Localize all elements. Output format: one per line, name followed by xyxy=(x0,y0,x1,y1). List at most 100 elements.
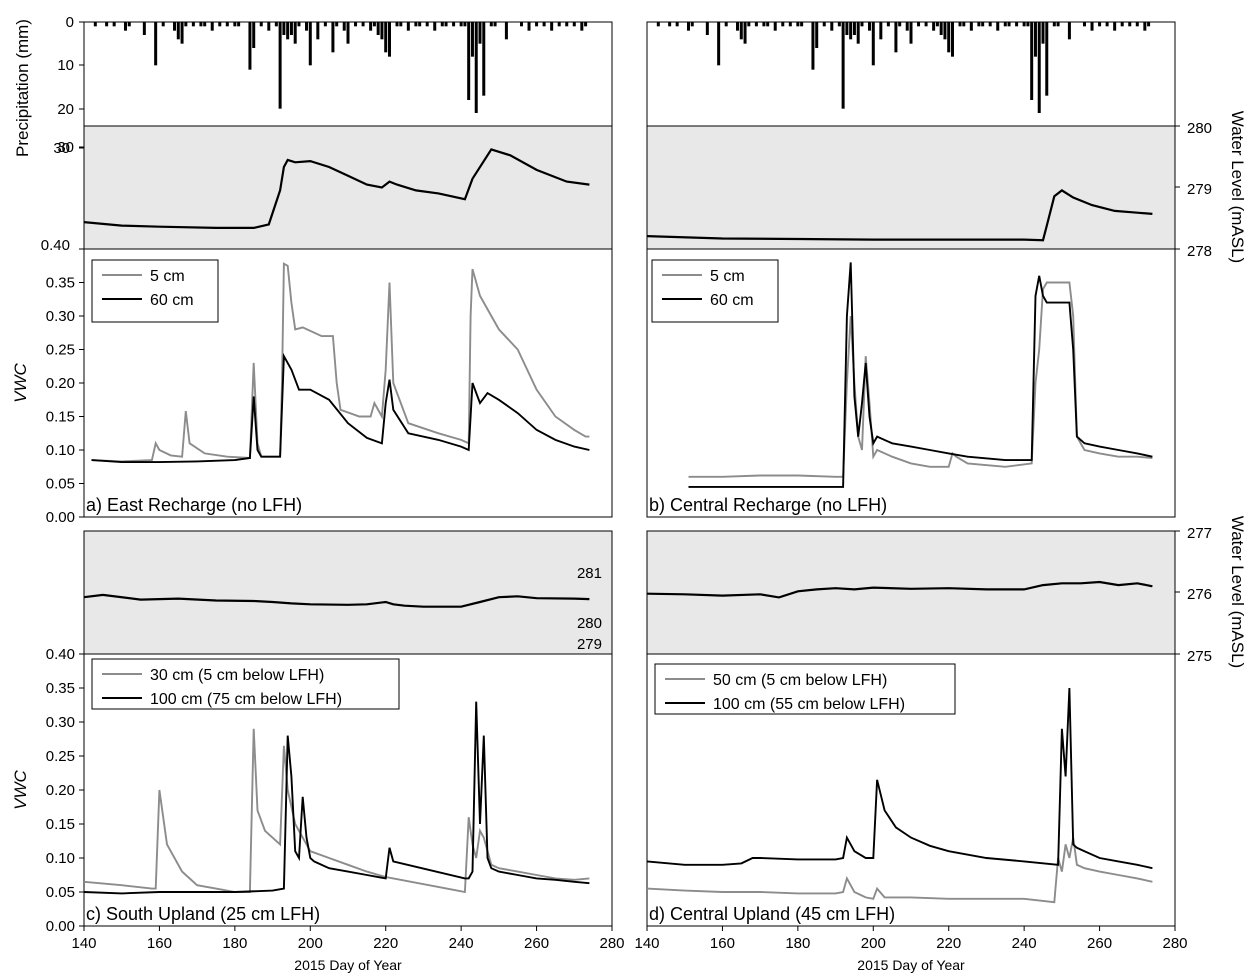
precip-bar-b-52 xyxy=(988,22,992,27)
vwc-ytick-label-a-2: 0.10 xyxy=(46,442,75,459)
precip-bar-b-54 xyxy=(1003,22,1007,27)
precip-bar-b-10 xyxy=(743,22,747,44)
precip-bar-a-75 xyxy=(580,22,584,31)
precip-bar-b-42 xyxy=(935,22,939,27)
vwc-ytick-label-a-4: 0.20 xyxy=(46,375,75,392)
legend-label-c-1: 100 cm (75 cm below LFH) xyxy=(150,691,342,708)
xtick-label-d-6: 260 xyxy=(1087,935,1112,952)
precip-bar-a-53 xyxy=(433,22,437,31)
precip-bar-a-34 xyxy=(323,22,327,27)
xtick-label-c-1: 160 xyxy=(147,935,172,952)
xtick-label-d-7: 280 xyxy=(1162,935,1187,952)
precip-bar-a-59 xyxy=(467,22,471,100)
vwc-line-d-0 xyxy=(646,837,1153,904)
vwc-line-a-1 xyxy=(91,352,590,464)
precip-bar-b-14 xyxy=(766,22,770,27)
legend-box-a xyxy=(91,259,219,323)
precip-bar-a-58 xyxy=(463,22,467,27)
precip-bar-b-17 xyxy=(788,22,792,27)
precip-bar-a-10 xyxy=(180,22,184,44)
precip-bar-a-54 xyxy=(440,22,444,27)
precip-bar-a-69 xyxy=(535,22,539,27)
precip-bar-a-14 xyxy=(203,22,207,27)
precip-bar-b-24 xyxy=(837,22,841,27)
precip-bar-b-74 xyxy=(1135,22,1139,27)
precip-bar-a-50 xyxy=(414,22,418,27)
wl-b-ytick-label-2: 280 xyxy=(1187,120,1212,137)
precip-bar-b-32 xyxy=(871,22,875,66)
precip-bar-b-35 xyxy=(894,22,898,53)
panel-c-wl-frame xyxy=(83,530,613,655)
precip-bar-a-22 xyxy=(259,22,263,27)
precip-bar-a-65 xyxy=(493,22,497,27)
precip-bar-a-47 xyxy=(395,22,399,27)
precip-bar-a-76 xyxy=(584,22,588,27)
precip-bar-a-38 xyxy=(346,22,350,44)
xtick-label-c-0: 140 xyxy=(71,935,96,952)
precip-bar-b-44 xyxy=(943,22,947,40)
precip-bar-b-21 xyxy=(815,22,819,48)
precip-bar-a-37 xyxy=(342,22,346,31)
precip-bar-a-12 xyxy=(191,22,195,27)
precip-bar-a-48 xyxy=(399,22,403,27)
vwc-ytick-label-c-2: 0.10 xyxy=(46,850,75,867)
precip-bar-b-67 xyxy=(1082,22,1086,27)
precip-bar-a-49 xyxy=(406,22,410,31)
precip-bar-b-39 xyxy=(917,22,921,27)
wl-d-ytick-label-1: 276 xyxy=(1187,586,1212,603)
precip-bar-b-55 xyxy=(1007,22,1011,27)
precip-bar-b-43 xyxy=(939,22,943,35)
precip-bar-a-17 xyxy=(225,22,229,27)
wl-d-ytick-label-0: 277 xyxy=(1187,525,1212,542)
precip-bar-b-25 xyxy=(841,22,845,109)
precip-bar-b-15 xyxy=(773,22,777,31)
precip-bar-b-34 xyxy=(886,22,890,27)
precip-bar-a-41 xyxy=(369,22,373,31)
legend-label-b-0: 5 cm xyxy=(710,268,745,285)
precip-bar-a-6 xyxy=(154,22,158,66)
precip-bar-a-9 xyxy=(176,22,180,40)
precip-bar-b-48 xyxy=(962,22,966,27)
precip-bar-a-2 xyxy=(112,22,116,27)
precip-bar-a-43 xyxy=(376,22,380,35)
precip-bar-a-67 xyxy=(519,22,523,27)
precip-bar-b-8 xyxy=(736,22,740,31)
legend-box-d xyxy=(654,663,956,715)
precip-bar-a-52 xyxy=(425,22,429,27)
precip-bar-b-71 xyxy=(1113,22,1117,31)
precip-bar-b-31 xyxy=(868,22,872,31)
panel-d-wl-frame xyxy=(646,530,1176,655)
precip-ytick-label-0: 0 xyxy=(66,14,74,31)
wl-d-ytick-label-2: 275 xyxy=(1187,648,1212,665)
wl-c-ytick-label-0: 281 xyxy=(577,565,602,582)
xtick-label-d-4: 220 xyxy=(936,935,961,952)
precip-bar-a-31 xyxy=(305,22,309,31)
wl-a-ytick-label-1: 0.40 xyxy=(41,237,70,254)
precip-bar-a-21 xyxy=(252,22,256,48)
precip-bar-a-63 xyxy=(482,22,486,96)
legend-box-c xyxy=(91,658,400,710)
precip-bar-b-63 xyxy=(1045,22,1049,96)
precip-bar-a-55 xyxy=(444,22,448,27)
water-level-line-d xyxy=(646,580,1153,599)
precip-bar-b-66 xyxy=(1067,22,1071,40)
panel-title-b: b) Central Recharge (no LFH) xyxy=(649,495,887,515)
precip-bar-b-53 xyxy=(996,22,1000,31)
panel-title-a: a) East Recharge (no LFH) xyxy=(86,495,302,515)
precip-bar-a-74 xyxy=(572,22,576,27)
wl-a-ytick-label-0: 30 xyxy=(53,140,70,157)
precip-bar-a-13 xyxy=(199,22,203,27)
precip-bar-b-64 xyxy=(1052,22,1056,27)
precip-bar-a-68 xyxy=(527,22,531,31)
precip-bar-a-18 xyxy=(233,22,237,27)
precip-bar-a-26 xyxy=(282,22,286,35)
precip-bar-a-72 xyxy=(557,22,561,27)
precip-bar-a-11 xyxy=(184,22,188,27)
vwc-ytick-label-c-4: 0.20 xyxy=(46,782,75,799)
precip-bar-b-62 xyxy=(1041,22,1045,44)
precip-bar-a-44 xyxy=(380,22,384,40)
vwc-ytick-label-c-1: 0.05 xyxy=(46,884,75,901)
precip-axis-label: Precipitation (mm) xyxy=(13,19,32,157)
precip-bar-a-60 xyxy=(470,22,474,57)
precip-bar-b-0 xyxy=(656,22,660,27)
